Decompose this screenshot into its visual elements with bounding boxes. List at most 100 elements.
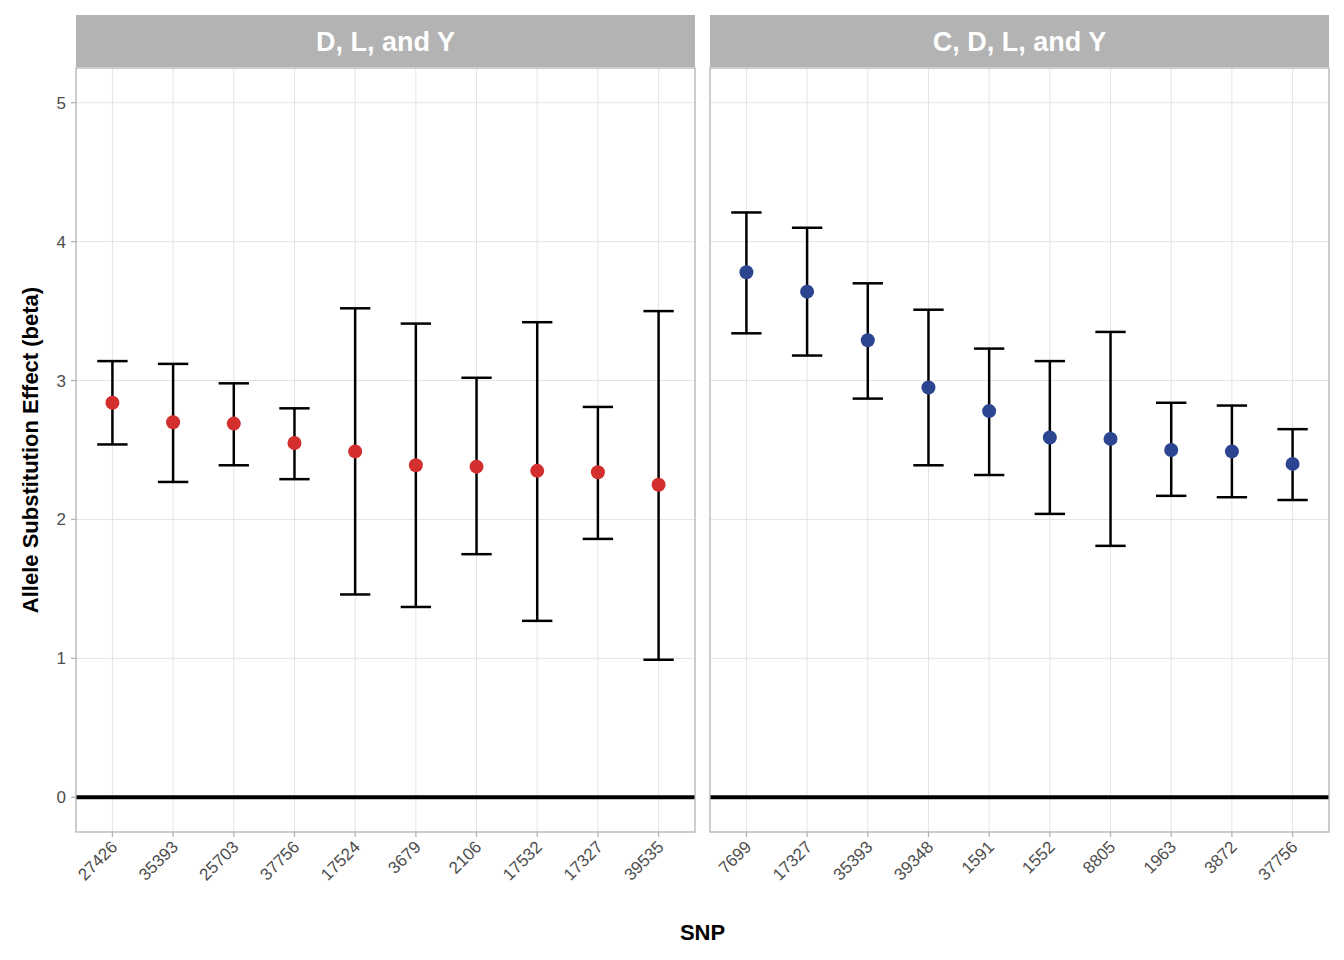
error-bar-cap xyxy=(158,481,188,484)
strip-title: D, L, and Y xyxy=(316,27,455,57)
grid-line xyxy=(1049,68,1050,832)
point xyxy=(166,415,180,429)
x-tick-label: 17327 xyxy=(560,837,607,884)
error-bar-cap xyxy=(401,322,431,325)
x-tick xyxy=(294,832,295,837)
x-axis-title: SNP xyxy=(680,920,725,945)
error-bar-cap xyxy=(583,406,613,409)
panel-background xyxy=(76,68,695,832)
y-tick-label: 0 xyxy=(57,788,66,807)
x-tick xyxy=(112,832,113,837)
grid-line xyxy=(173,68,174,832)
error-bar-cap xyxy=(340,593,370,596)
x-tick-label: 1963 xyxy=(1140,837,1180,877)
x-tick xyxy=(806,832,807,837)
error-bar xyxy=(583,407,613,539)
grid-line xyxy=(710,380,1329,381)
grid-line xyxy=(928,68,929,832)
x-tick-label: 3872 xyxy=(1201,837,1241,877)
error-bar-cap xyxy=(1217,404,1247,407)
grid-line xyxy=(112,68,113,832)
error-bar-cap xyxy=(401,606,431,609)
y-tick-label: 2 xyxy=(57,510,66,529)
x-tick-label: 7699 xyxy=(715,837,755,877)
error-bar xyxy=(974,349,1004,475)
x-tick xyxy=(867,832,868,837)
error-bar xyxy=(731,212,761,333)
panel-background xyxy=(710,68,1329,832)
x-tick-label: 37756 xyxy=(256,837,303,884)
x-tick-label: 27426 xyxy=(74,837,121,884)
error-bar-cap xyxy=(279,407,309,410)
grid-line xyxy=(415,68,416,832)
x-tick-label: 1591 xyxy=(958,837,998,877)
error-bar-cap xyxy=(913,464,943,467)
grid-line xyxy=(76,519,695,520)
point xyxy=(1043,430,1057,444)
point xyxy=(287,436,301,450)
error-bar-cap xyxy=(1035,360,1065,363)
x-tick xyxy=(476,832,477,837)
point xyxy=(1104,432,1118,446)
error-bar xyxy=(97,361,127,444)
grid-line xyxy=(746,68,747,832)
y-tick xyxy=(71,658,76,659)
error-bar-cap xyxy=(913,308,943,311)
error-bar-cap xyxy=(792,354,822,357)
grid-line xyxy=(710,658,1329,659)
error-bar xyxy=(792,228,822,356)
x-tick-label: 3679 xyxy=(384,837,424,877)
x-tick-label: 17524 xyxy=(317,837,364,884)
grid-line xyxy=(76,102,695,103)
y-tick xyxy=(71,102,76,103)
point xyxy=(227,417,241,431)
error-bar-cap xyxy=(461,377,491,380)
error-bar-cap xyxy=(643,310,673,313)
error-bar xyxy=(522,322,552,621)
error-bar xyxy=(1035,361,1065,514)
error-bar xyxy=(1156,403,1186,496)
y-tick-label: 5 xyxy=(57,94,66,113)
x-tick xyxy=(537,832,538,837)
grid-line xyxy=(1110,68,1111,832)
error-bar-cap xyxy=(974,347,1004,350)
grid-line xyxy=(710,102,1329,103)
error-bar-cap xyxy=(643,659,673,662)
point xyxy=(348,444,362,458)
error-bar-cap xyxy=(731,332,761,335)
error-bar xyxy=(279,408,309,479)
error-bar-cap xyxy=(1156,402,1186,405)
y-tick xyxy=(71,380,76,381)
y-tick-label: 1 xyxy=(57,649,66,668)
point xyxy=(105,396,119,410)
error-bar-cap xyxy=(853,282,883,285)
error-bar-cap xyxy=(853,397,883,400)
grid-line xyxy=(710,797,1329,798)
error-bar-cap xyxy=(1217,496,1247,499)
point xyxy=(1225,444,1239,458)
x-tick-label: 17327 xyxy=(769,837,816,884)
strip xyxy=(710,15,1329,67)
grid-line xyxy=(807,68,808,832)
x-tick xyxy=(1049,832,1050,837)
grid-line xyxy=(989,68,990,832)
x-tick xyxy=(355,832,356,837)
strip xyxy=(76,15,695,67)
error-bar xyxy=(340,308,370,594)
error-bar-cap xyxy=(219,382,249,385)
error-bar xyxy=(643,311,673,660)
y-tick xyxy=(71,519,76,520)
panel-border xyxy=(76,68,695,832)
x-tick-label: 39535 xyxy=(621,837,668,884)
error-bar xyxy=(1217,406,1247,498)
x-tick xyxy=(1110,832,1111,837)
x-tick xyxy=(1231,832,1232,837)
x-tick xyxy=(989,832,990,837)
x-tick xyxy=(172,832,173,837)
error-bar xyxy=(913,310,943,466)
point xyxy=(1164,443,1178,457)
y-tick-label: 4 xyxy=(57,233,66,252)
grid-line xyxy=(76,380,695,381)
x-tick xyxy=(597,832,598,837)
x-tick-label: 35393 xyxy=(830,837,877,884)
